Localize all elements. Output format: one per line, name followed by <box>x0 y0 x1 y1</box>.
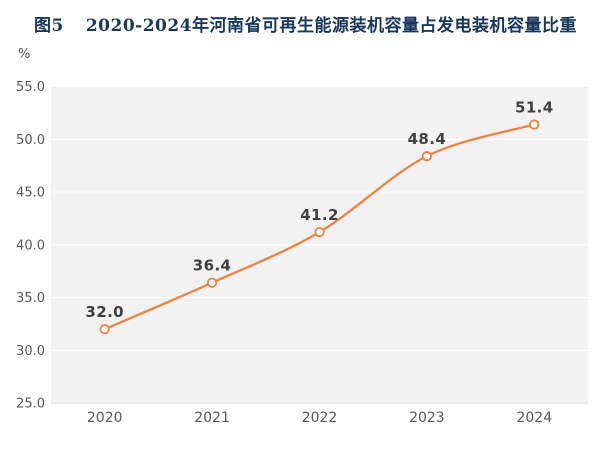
data-point-label: 48.4 <box>408 130 447 148</box>
data-point-marker <box>421 151 432 162</box>
y-axis-tick-label: 35.0 <box>16 291 45 306</box>
x-axis-tick-label: 2021 <box>194 410 230 426</box>
data-point-marker <box>207 277 218 288</box>
x-axis-tick-label: 2024 <box>516 410 552 426</box>
chart-title-text: 2020-2024年河南省可再生能源装机容量占发电装机容量比重 <box>85 16 578 36</box>
y-axis-unit-label: % <box>18 47 31 62</box>
x-axis-tick-label: 2022 <box>302 410 338 426</box>
data-point-label: 51.4 <box>515 98 554 116</box>
y-axis-tick-label: 40.0 <box>16 238 45 253</box>
data-point-label: 32.0 <box>85 303 124 321</box>
data-point-label: 41.2 <box>300 206 339 224</box>
y-axis-tick-label: 55.0 <box>16 80 45 95</box>
chart-title-figure-number: 图5 <box>33 16 64 36</box>
chart-title: 图5 2020-2024年河南省可再生能源装机容量占发电装机容量比重 <box>0 11 611 36</box>
y-axis-tick-label: 30.0 <box>16 344 45 359</box>
x-axis-tick-label: 2020 <box>87 410 123 426</box>
y-axis-tick-label: 45.0 <box>16 186 45 201</box>
data-point-marker <box>99 324 110 335</box>
y-axis-tick-label: 50.0 <box>16 133 45 148</box>
data-point-marker <box>314 226 325 238</box>
x-axis-tick-label: 2023 <box>409 410 445 426</box>
y-axis-tick-label: 25.0 <box>16 397 45 412</box>
data-point-label: 36.4 <box>193 257 232 275</box>
data-point-marker <box>529 119 540 130</box>
